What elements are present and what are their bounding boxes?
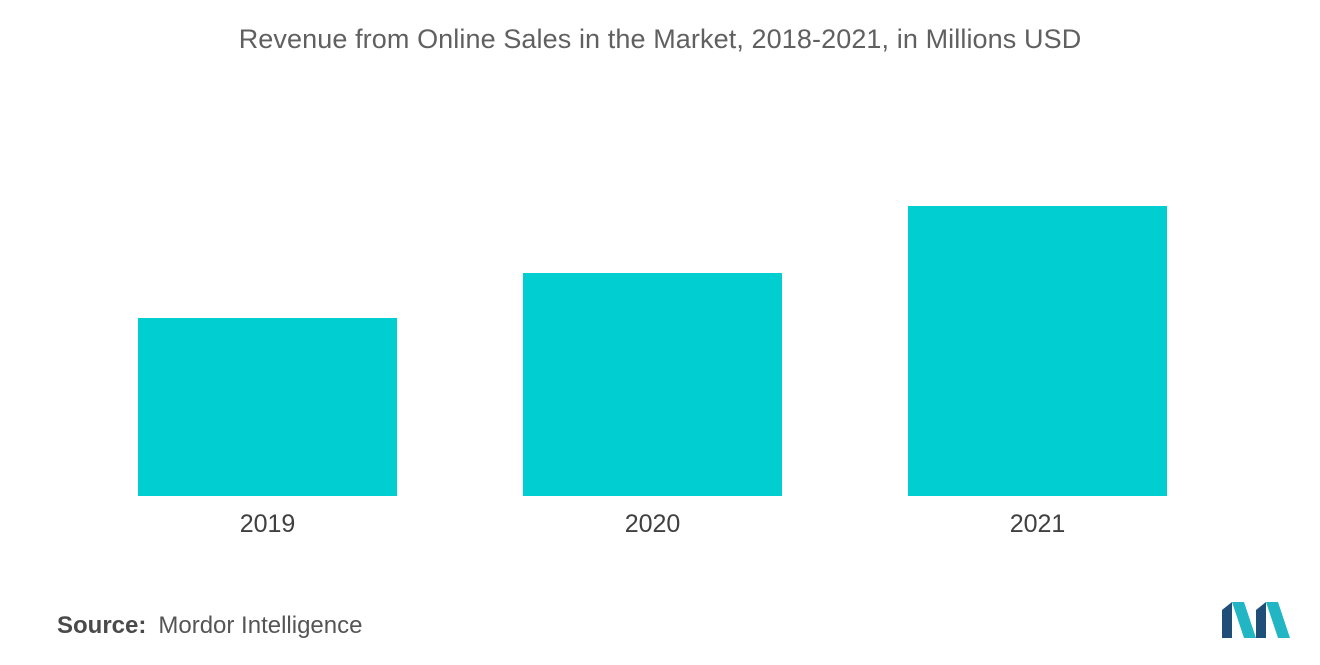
x-tick-label-2020: 2020 [625,510,681,538]
chart-title: Revenue from Online Sales in the Market,… [238,24,1082,54]
mordor-intelligence-logo-icon [1222,602,1290,638]
bar-chart: 2019 2020 2021 [138,206,1167,538]
source-note: Source: Mordor Intelligence [57,612,362,640]
bar-2021 [908,206,1167,496]
bar-2019 [138,318,397,496]
bar-2020 [523,273,782,496]
x-tick-label-2021: 2021 [1010,510,1066,538]
source-label: Source: [57,612,147,639]
source-value: Mordor Intelligence [158,612,363,639]
x-tick-label-2019: 2019 [240,510,296,538]
